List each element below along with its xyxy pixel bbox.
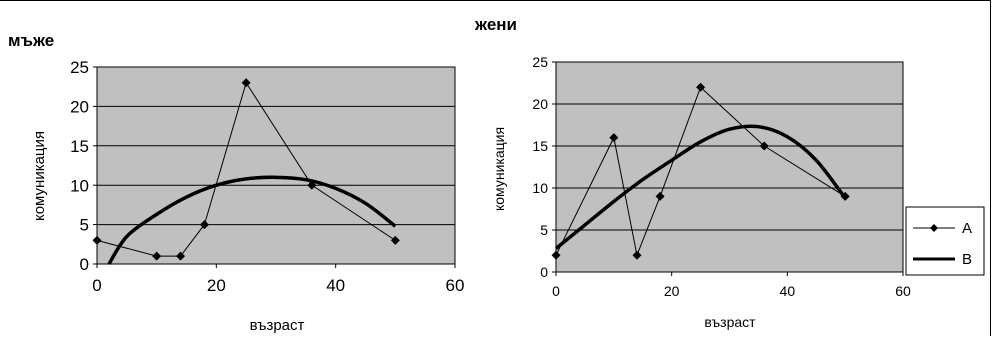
- y-axis-label: комуникация: [491, 127, 507, 211]
- y-tick-label: 25: [70, 58, 89, 77]
- chart-men: мъже комуникация възраст 0 5 10 15 20 25 0 20 40…: [8, 31, 464, 334]
- series-a-point: [609, 133, 619, 143]
- x-tick-label: 20: [207, 276, 226, 295]
- series-a-point: [759, 141, 769, 151]
- plot-area: [555, 61, 904, 273]
- series-a-point: [390, 235, 400, 245]
- chart-title: жени: [474, 15, 517, 34]
- x-axis-label: възраст: [250, 317, 305, 334]
- x-tick-label: 60: [446, 276, 465, 295]
- x-tick-label: 60: [895, 283, 911, 299]
- y-tick-label: 20: [532, 96, 548, 112]
- series-a-point: [696, 82, 706, 92]
- legend-label-b: B: [962, 251, 972, 268]
- y-tick-label: 0: [540, 264, 548, 280]
- y-tick-label: 0: [80, 255, 89, 274]
- legend: A B: [905, 206, 985, 276]
- y-tick-label: 15: [70, 137, 89, 156]
- x-tick-label: 0: [92, 276, 101, 295]
- series-a-point: [152, 251, 162, 261]
- y-tick-label: 5: [80, 216, 89, 235]
- legend-box: [905, 206, 985, 276]
- legend-marker-a: [930, 224, 938, 232]
- y-tick-label: 15: [532, 138, 548, 154]
- series-b-curve: [554, 124, 847, 250]
- legend-label-a: A: [962, 220, 972, 237]
- y-tick-label: 10: [70, 176, 89, 195]
- series-a-point: [92, 235, 102, 245]
- x-tick-label: 40: [326, 276, 345, 295]
- y-tick-label: 10: [532, 180, 548, 196]
- series-a-point: [632, 250, 642, 260]
- y-tick-label: 25: [532, 54, 548, 70]
- x-tick-label: 0: [552, 283, 560, 299]
- x-axis-label: възраст: [704, 314, 756, 330]
- series-a-point: [655, 191, 665, 201]
- y-tick-label: 5: [540, 222, 548, 238]
- series-a-point: [307, 180, 317, 190]
- y-axis-label: комуникация: [31, 131, 48, 221]
- chart-women: жени комуникация възраст 0 5 10 15 20 25 0 20 40…: [474, 15, 911, 330]
- series-a-point: [199, 220, 209, 230]
- series-a-point: [176, 251, 186, 261]
- chart-title: мъже: [8, 31, 54, 50]
- plot-area: [96, 66, 456, 265]
- x-tick-label: 40: [780, 283, 796, 299]
- y-tick-label: 20: [70, 98, 89, 117]
- series-a-point: [551, 250, 561, 260]
- series-a-point: [840, 191, 850, 201]
- series-a-point: [241, 78, 251, 88]
- x-tick-label: 20: [664, 283, 680, 299]
- series-b-curve: [107, 175, 397, 265]
